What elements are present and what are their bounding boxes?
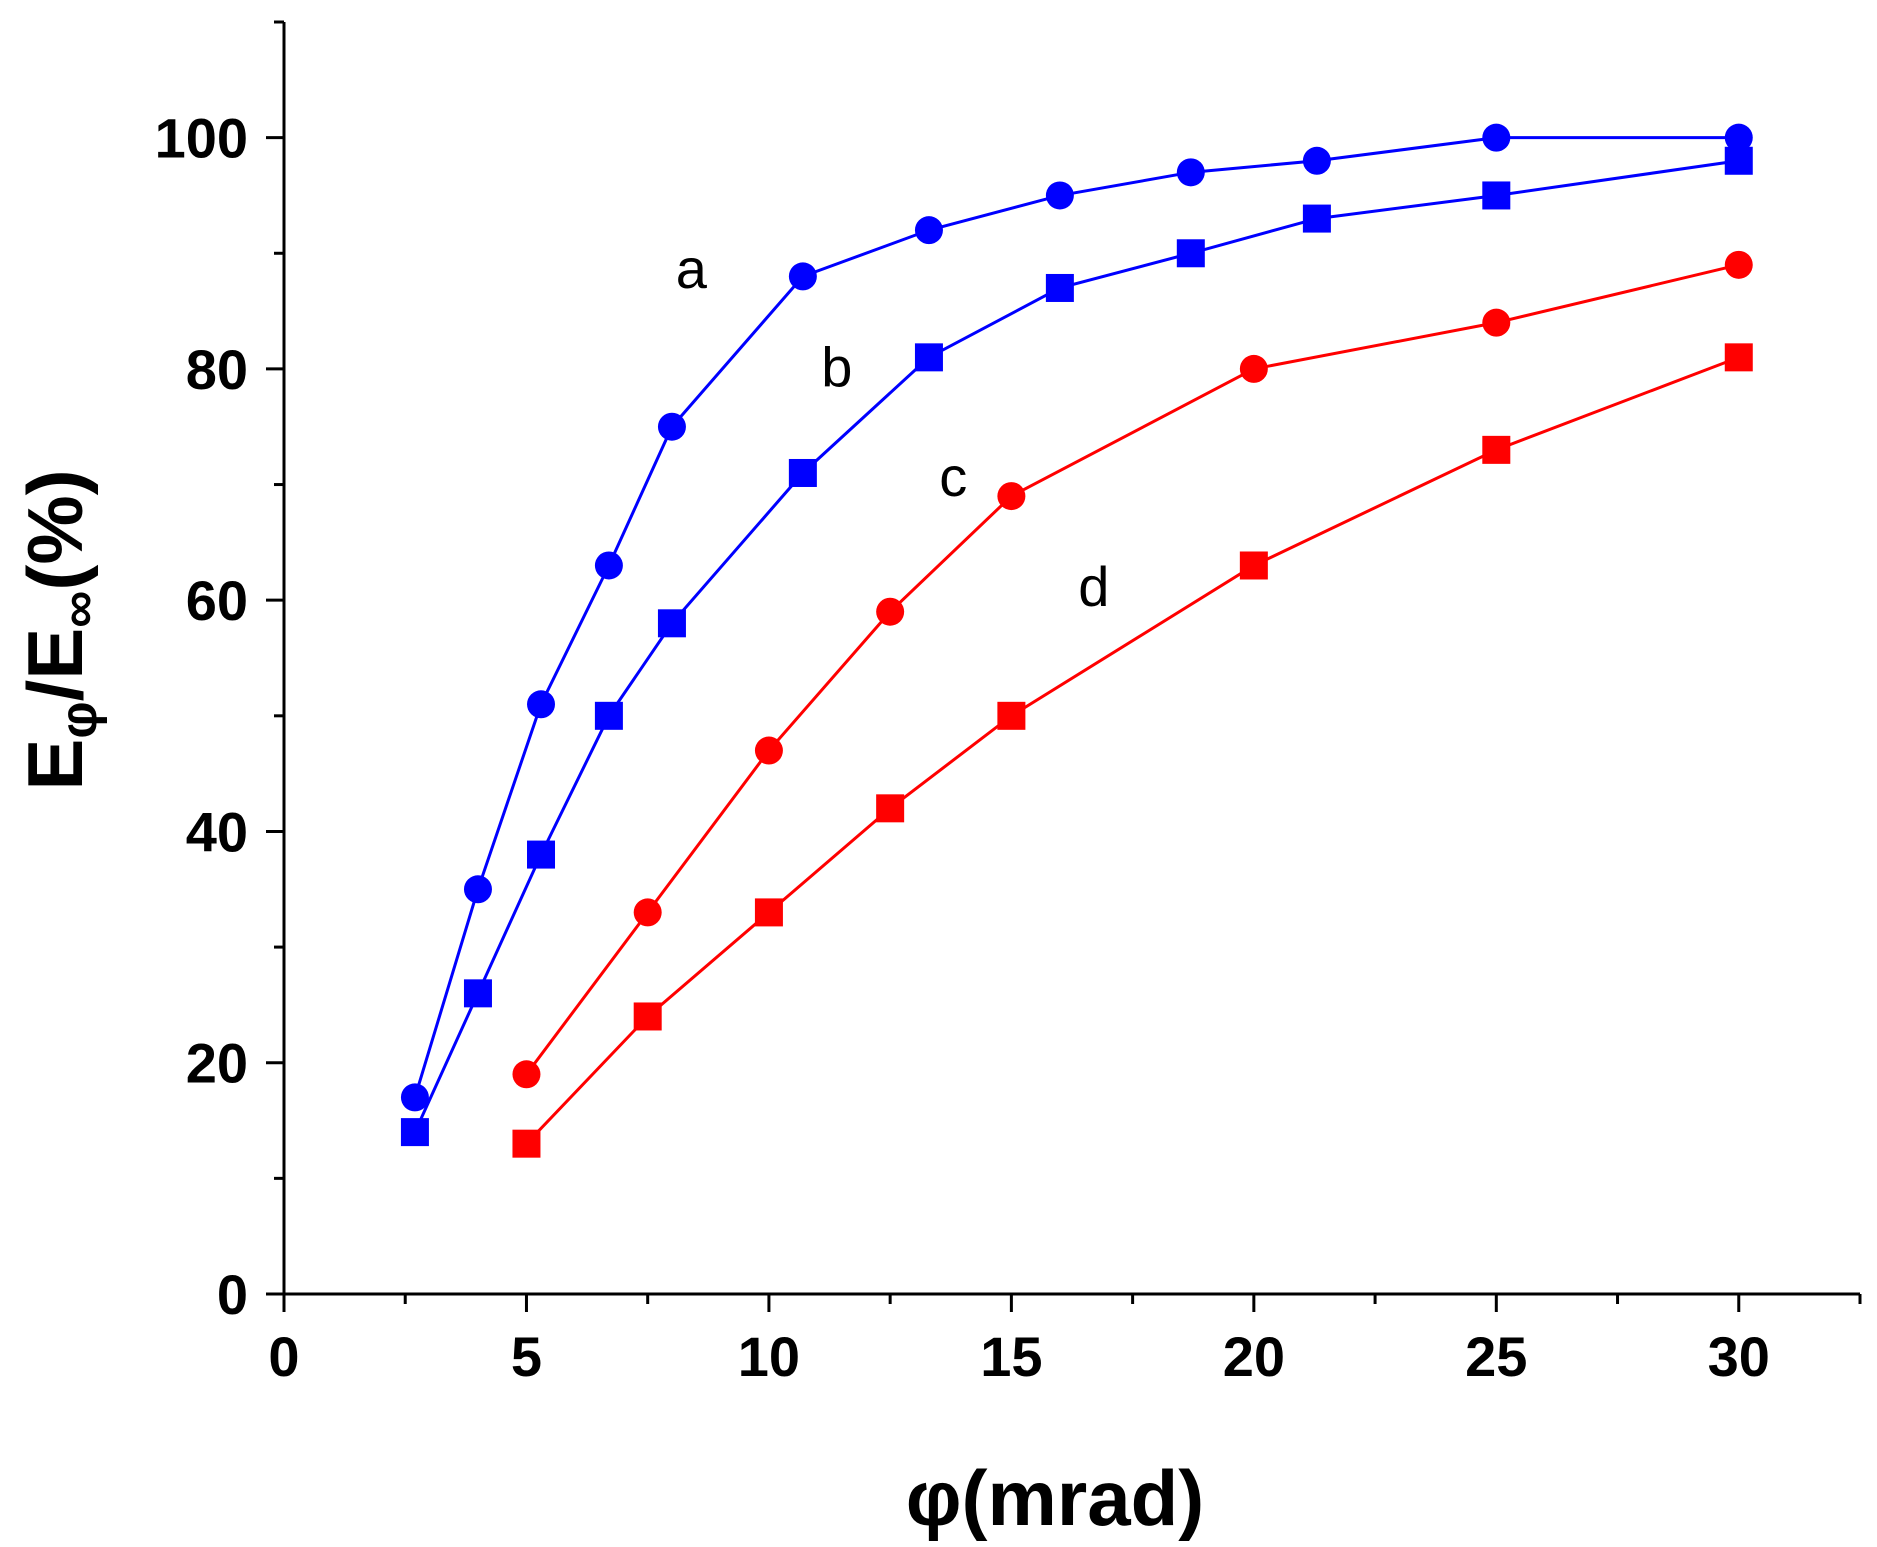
series-a-point — [400, 1083, 429, 1112]
y-tick-label: 60 — [186, 569, 248, 632]
series-a-point — [1482, 123, 1511, 152]
y-title-slash-e: /E — [11, 628, 99, 702]
series-b — [400, 146, 1753, 1147]
series-c-point — [1482, 308, 1511, 337]
y-tick-label: 20 — [186, 1032, 248, 1095]
series-d-point — [754, 898, 783, 927]
series-c-point — [754, 736, 783, 765]
series-a-point — [788, 262, 817, 291]
series-b-point — [1045, 273, 1074, 302]
series-d-point — [997, 701, 1026, 730]
x-tick-label: 5 — [511, 1325, 542, 1388]
series-c-point — [997, 482, 1026, 511]
series-labels: a b c d — [676, 237, 1110, 618]
series-c-point — [1724, 250, 1753, 279]
series-a-point — [1176, 158, 1205, 187]
series-b-point — [1482, 181, 1511, 210]
series-a-point — [594, 551, 623, 580]
series-a-line — [413, 136, 1739, 1098]
y-title-phi-sub: φ — [50, 701, 108, 738]
x-tick-label: 10 — [738, 1325, 800, 1388]
x-tick-label: 15 — [980, 1325, 1042, 1388]
series-layer — [400, 123, 1753, 1158]
x-tick-label: 0 — [268, 1325, 299, 1388]
series-d-point — [1724, 343, 1753, 372]
x-tick-label: 25 — [1465, 1325, 1527, 1388]
y-tick-label: 40 — [186, 800, 248, 863]
series-a-point — [463, 875, 492, 904]
y-tick-label: 80 — [186, 338, 248, 401]
series-b-point — [527, 840, 556, 869]
series-d-point — [633, 1002, 662, 1031]
x-tick-label: 20 — [1223, 1325, 1285, 1388]
series-b-point — [1302, 204, 1331, 233]
series-c-point — [876, 597, 905, 626]
series-label-b: b — [821, 335, 852, 398]
series-b-point — [788, 458, 817, 487]
series-c-line — [525, 263, 1740, 1076]
series-a-point — [1045, 181, 1074, 210]
series-c-point — [512, 1060, 541, 1089]
series-d — [512, 343, 1753, 1158]
y-title-e: E — [11, 739, 99, 791]
series-d-point — [876, 794, 905, 823]
series-d-point — [1239, 551, 1268, 580]
axes: 0 5 10 15 20 25 30 0 20 40 60 80 100 — [155, 20, 1862, 1388]
series-a-point — [914, 216, 943, 245]
series-b-point — [594, 701, 623, 730]
series-label-a: a — [676, 237, 708, 300]
series-label-c: c — [939, 445, 967, 508]
series-d-point — [512, 1129, 541, 1158]
series-b-point — [400, 1118, 429, 1147]
series-b-line — [413, 159, 1739, 1133]
y-axis-title: Eφ/E∞(%) — [11, 469, 108, 790]
series-d-point — [1482, 435, 1511, 464]
series-c — [512, 250, 1753, 1089]
series-label-d: d — [1078, 555, 1109, 618]
series-a-point — [527, 690, 556, 719]
series-c-point — [633, 898, 662, 927]
series-a-point — [1724, 123, 1753, 152]
series-b-point — [1724, 146, 1753, 175]
y-tick-label: 100 — [155, 107, 248, 170]
series-d-line — [525, 355, 1740, 1145]
series-b-point — [657, 609, 686, 638]
series-a-point — [657, 412, 686, 441]
series-b-point — [914, 343, 943, 372]
series-b-point — [1176, 239, 1205, 268]
series-a — [400, 123, 1753, 1112]
series-a-point — [1302, 146, 1331, 175]
y-title-unit: (%) — [11, 469, 99, 590]
y-title-inf-sub: ∞ — [50, 591, 108, 628]
y-tick-label: 0 — [217, 1263, 248, 1326]
series-b-point — [463, 979, 492, 1008]
x-tick-label: 30 — [1708, 1325, 1770, 1388]
series-c-point — [1239, 354, 1268, 383]
x-axis-title: φ(mrad) — [906, 1454, 1204, 1542]
